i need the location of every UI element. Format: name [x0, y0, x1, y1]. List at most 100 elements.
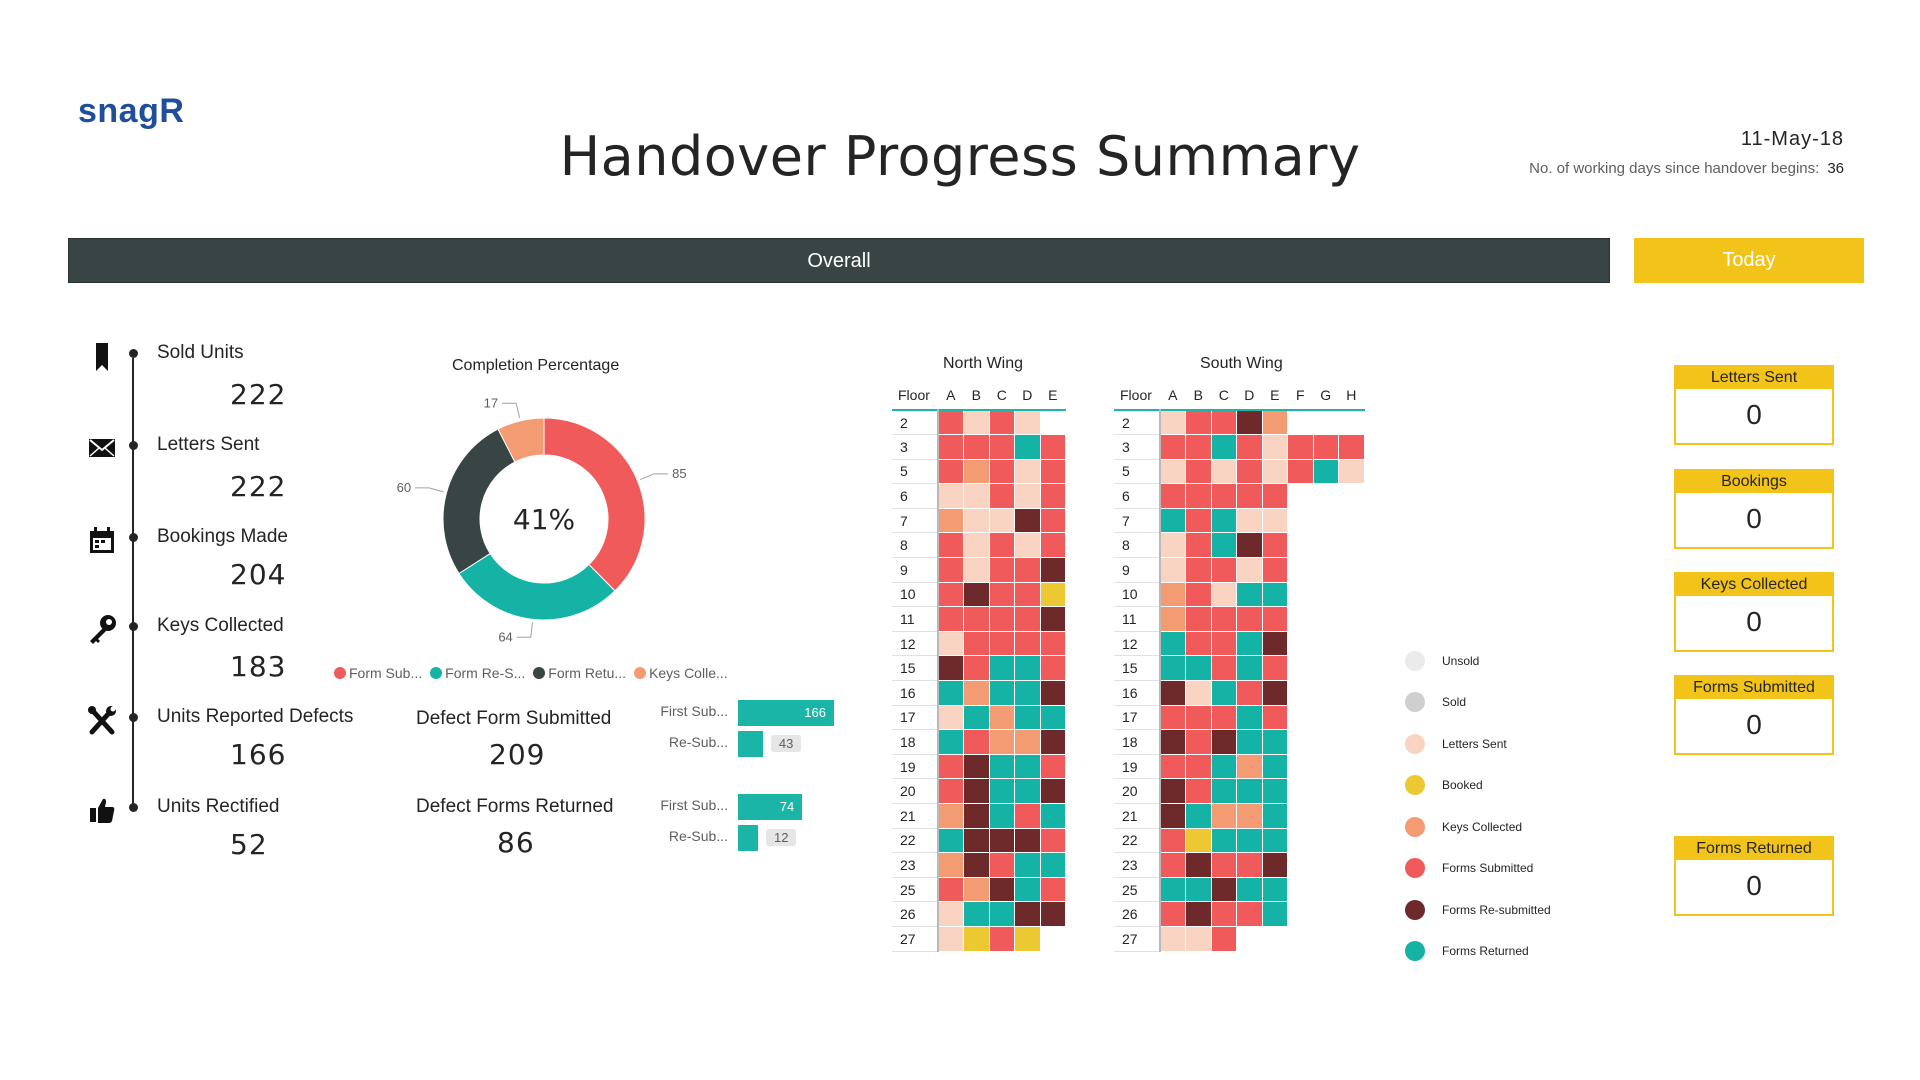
unit-cell[interactable] — [937, 778, 964, 804]
unit-cell[interactable] — [1210, 827, 1237, 854]
unit-cell[interactable] — [937, 803, 964, 829]
unit-cell[interactable] — [1014, 557, 1041, 583]
unit-cell[interactable] — [1159, 827, 1186, 854]
unit-cell[interactable] — [1210, 901, 1237, 927]
unit-cell[interactable] — [963, 704, 990, 731]
unit-cell[interactable] — [1236, 655, 1263, 682]
unit-cell[interactable] — [1287, 458, 1314, 485]
unit-cell[interactable] — [963, 680, 990, 706]
unit-cell[interactable] — [937, 852, 964, 878]
unit-cell[interactable] — [1159, 434, 1186, 460]
unit-cell[interactable] — [937, 729, 964, 755]
unit-cell[interactable] — [1014, 434, 1041, 460]
unit-cell[interactable] — [1014, 901, 1041, 927]
unit-cell[interactable] — [1159, 925, 1186, 952]
unit-cell[interactable] — [1014, 925, 1041, 952]
unit-cell[interactable] — [963, 409, 990, 436]
unit-cell[interactable] — [1159, 803, 1186, 829]
unit-cell[interactable] — [1236, 704, 1263, 731]
unit-cell[interactable] — [1159, 581, 1186, 608]
unit-cell[interactable] — [1039, 532, 1066, 559]
unit-cell[interactable] — [1159, 876, 1186, 903]
unit-cell[interactable] — [1210, 704, 1237, 731]
unit-cell[interactable] — [1039, 901, 1066, 927]
unit-cell[interactable] — [1014, 704, 1041, 731]
unit-cell[interactable] — [1039, 827, 1066, 854]
unit-cell[interactable] — [1159, 655, 1186, 682]
unit-cell[interactable] — [1014, 852, 1041, 878]
unit-cell[interactable] — [988, 507, 1015, 534]
unit-cell[interactable] — [988, 778, 1015, 804]
unit-cell[interactable] — [1159, 729, 1186, 755]
unit-cell[interactable] — [1185, 704, 1212, 731]
unit-cell[interactable] — [1185, 557, 1212, 583]
unit-cell[interactable] — [1236, 409, 1263, 436]
unit-cell[interactable] — [1185, 803, 1212, 829]
unit-cell[interactable] — [988, 852, 1015, 878]
unit-cell[interactable] — [1236, 483, 1263, 509]
unit-cell[interactable] — [1159, 483, 1186, 509]
unit-cell[interactable] — [963, 729, 990, 755]
unit-cell[interactable] — [1210, 876, 1237, 903]
unit-cell[interactable] — [1236, 680, 1263, 706]
unit-cell[interactable] — [963, 483, 990, 509]
unit-cell[interactable] — [1261, 409, 1288, 436]
unit-cell[interactable] — [937, 606, 964, 632]
unit-cell[interactable] — [1312, 434, 1339, 460]
unit-cell[interactable] — [1185, 409, 1212, 436]
unit-cell[interactable] — [1236, 852, 1263, 878]
unit-cell[interactable] — [1185, 655, 1212, 682]
unit-cell[interactable] — [988, 729, 1015, 755]
unit-cell[interactable] — [1159, 606, 1186, 632]
unit-cell[interactable] — [1039, 507, 1066, 534]
unit-cell[interactable] — [1039, 876, 1066, 903]
unit-cell[interactable] — [1159, 753, 1186, 780]
unit-cell[interactable] — [1236, 606, 1263, 632]
unit-cell[interactable] — [937, 925, 964, 952]
unit-cell[interactable] — [988, 753, 1015, 780]
unit-cell[interactable] — [1014, 458, 1041, 485]
unit-cell[interactable] — [1039, 606, 1066, 632]
unit-cell[interactable] — [1261, 680, 1288, 706]
unit-cell[interactable] — [1210, 532, 1237, 559]
unit-cell[interactable] — [1210, 557, 1237, 583]
unit-cell[interactable] — [937, 458, 964, 485]
unit-cell[interactable] — [988, 655, 1015, 682]
unit-cell[interactable] — [1039, 852, 1066, 878]
unit-cell[interactable] — [1338, 434, 1365, 460]
unit-cell[interactable] — [963, 753, 990, 780]
unit-cell[interactable] — [1159, 704, 1186, 731]
unit-cell[interactable] — [1236, 507, 1263, 534]
unit-cell[interactable] — [1236, 778, 1263, 804]
unit-cell[interactable] — [1261, 606, 1288, 632]
unit-cell[interactable] — [1185, 852, 1212, 878]
unit-cell[interactable] — [1210, 803, 1237, 829]
unit-cell[interactable] — [1210, 729, 1237, 755]
unit-cell[interactable] — [937, 409, 964, 436]
unit-cell[interactable] — [937, 507, 964, 534]
unit-cell[interactable] — [1185, 901, 1212, 927]
unit-cell[interactable] — [1185, 507, 1212, 534]
unit-cell[interactable] — [1185, 827, 1212, 854]
unit-cell[interactable] — [988, 606, 1015, 632]
unit-cell[interactable] — [1261, 655, 1288, 682]
unit-cell[interactable] — [1236, 803, 1263, 829]
unit-cell[interactable] — [937, 532, 964, 559]
unit-cell[interactable] — [988, 630, 1015, 657]
unit-cell[interactable] — [1014, 532, 1041, 559]
unit-cell[interactable] — [1210, 655, 1237, 682]
unit-cell[interactable] — [988, 532, 1015, 559]
unit-cell[interactable] — [1039, 483, 1066, 509]
unit-cell[interactable] — [963, 557, 990, 583]
unit-cell[interactable] — [963, 532, 990, 559]
unit-cell[interactable] — [937, 901, 964, 927]
unit-cell[interactable] — [937, 876, 964, 903]
unit-cell[interactable] — [963, 925, 990, 952]
unit-cell[interactable] — [1185, 532, 1212, 559]
unit-cell[interactable] — [937, 557, 964, 583]
bar[interactable] — [738, 794, 803, 820]
unit-cell[interactable] — [988, 581, 1015, 608]
unit-cell[interactable] — [1185, 606, 1212, 632]
unit-cell[interactable] — [1159, 409, 1186, 436]
unit-cell[interactable] — [1159, 458, 1186, 485]
